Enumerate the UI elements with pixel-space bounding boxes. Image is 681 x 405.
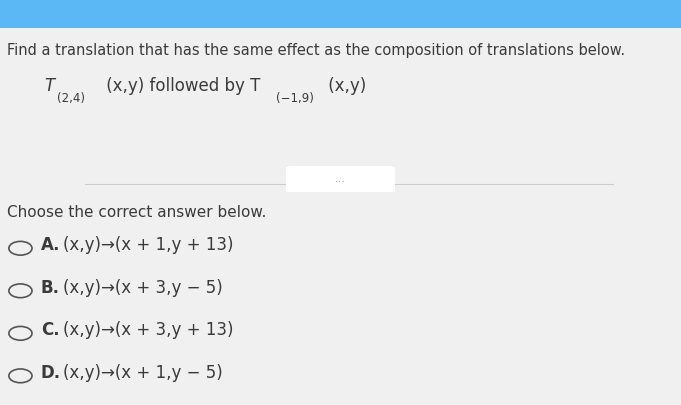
Text: (x,y)→(x + 3,y − 5): (x,y)→(x + 3,y − 5) bbox=[63, 279, 223, 296]
Text: Find a translation that has the same effect as the composition of translations b: Find a translation that has the same eff… bbox=[7, 43, 625, 58]
Text: (x,y)→(x + 1,y − 5): (x,y)→(x + 1,y − 5) bbox=[63, 364, 223, 382]
FancyBboxPatch shape bbox=[283, 165, 398, 193]
Text: (x,y)→(x + 3,y + 13): (x,y)→(x + 3,y + 13) bbox=[63, 321, 233, 339]
Text: ...: ... bbox=[335, 174, 346, 184]
Text: D.: D. bbox=[41, 364, 61, 382]
Text: (x,y)→(x + 1,y + 13): (x,y)→(x + 1,y + 13) bbox=[63, 236, 233, 254]
Text: (x,y): (x,y) bbox=[323, 77, 366, 95]
Text: A.: A. bbox=[41, 236, 61, 254]
Text: (−1,9): (−1,9) bbox=[276, 92, 315, 105]
Text: C.: C. bbox=[41, 321, 59, 339]
Text: T: T bbox=[44, 77, 54, 95]
Text: (x,y) followed by T: (x,y) followed by T bbox=[101, 77, 260, 95]
Text: (2,4): (2,4) bbox=[57, 92, 84, 105]
Text: B.: B. bbox=[41, 279, 60, 296]
Text: Choose the correct answer below.: Choose the correct answer below. bbox=[7, 205, 266, 220]
